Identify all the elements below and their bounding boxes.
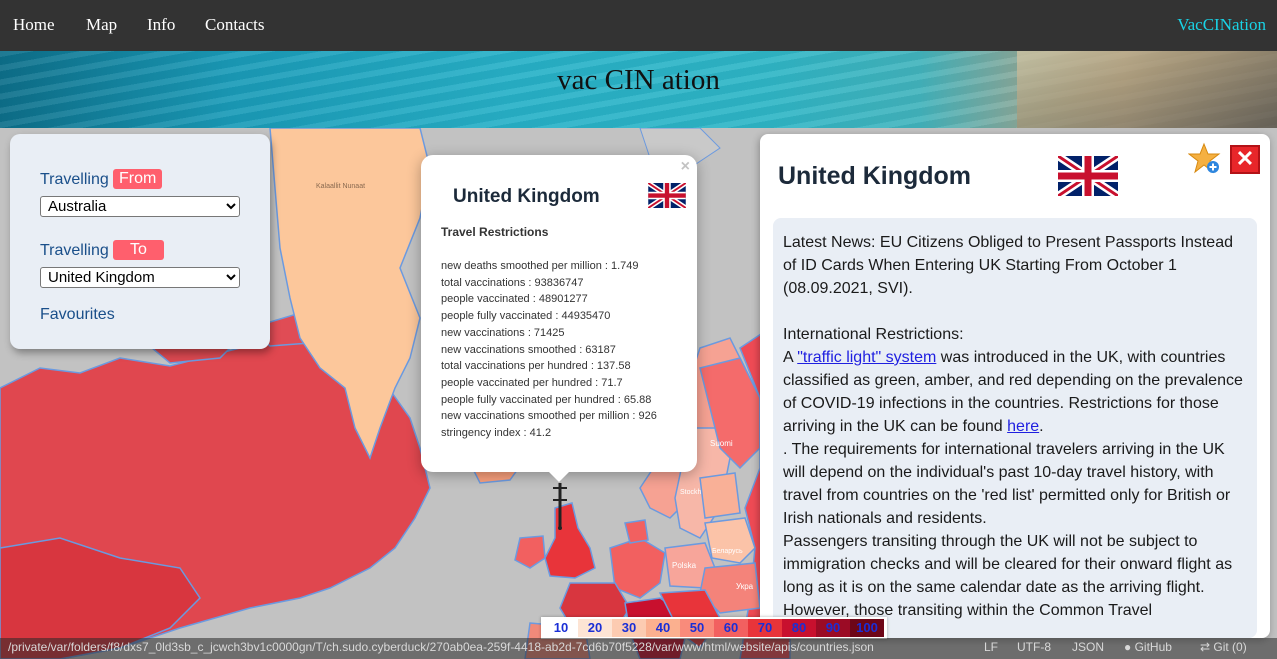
stat-item: total vaccinations per hundred : 137.58	[441, 360, 631, 373]
stat-item: people vaccinated : 48901277	[441, 293, 588, 306]
from-country-select[interactable]: Australia	[40, 196, 240, 217]
to-tag: To	[113, 240, 164, 260]
stat-item: new deaths smoothed per million : 1.749	[441, 260, 639, 272]
text-fragment: A	[783, 349, 798, 366]
country-detail-panel: United Kingdom ✕ Latest News: EU Citizen…	[760, 134, 1270, 638]
map-label-ukraine: Укра	[736, 582, 754, 591]
legend-item: 100	[850, 619, 884, 637]
uk-flag-icon	[1058, 156, 1118, 196]
restrictions-content: Latest News: EU Citizens Obliged to Pres…	[773, 218, 1257, 638]
map-label-greenland-1: Kalaallit Nunaat	[316, 183, 365, 190]
stat-item: new vaccinations smoothed per million : …	[441, 410, 657, 423]
country-uk[interactable]	[544, 502, 596, 579]
spacer	[783, 300, 1247, 323]
from-tag: From	[113, 169, 163, 189]
language-mode[interactable]: JSON	[1072, 640, 1105, 654]
stat-item: new vaccinations : 71425	[441, 326, 565, 339]
map-label-stockholm: Stockholm	[680, 489, 713, 496]
popup-stats-list: new deaths smoothed per million : 1.749 …	[441, 258, 657, 442]
editor-status-bar: /private/var/folders/f8/dxs7_0ld3sb_c_jc…	[0, 638, 1277, 659]
intl-heading: International Restrictions:	[783, 326, 964, 343]
close-panel-button[interactable]: ✕	[1230, 145, 1260, 174]
country-denmark[interactable]	[624, 519, 649, 544]
detail-country-name: United Kingdom	[778, 162, 972, 190]
country-ireland[interactable]	[514, 535, 546, 569]
to-country-select[interactable]: United Kingdom	[40, 267, 240, 288]
country-popup: × United Kingdom Travel Restrictions new…	[421, 155, 697, 482]
favourites-link[interactable]: Favourites	[40, 306, 115, 323]
stat-item: people fully vaccinated per hundred : 65…	[441, 393, 652, 406]
legend-item: 80	[782, 619, 816, 637]
country-usa-north[interactable]	[0, 537, 201, 659]
requirements-paragraph: . The requirements for international tra…	[783, 441, 1231, 527]
beach-image	[1017, 51, 1277, 128]
nav-info[interactable]: Info	[147, 15, 176, 34]
here-link[interactable]: here	[1007, 418, 1040, 435]
transit-paragraph: Passengers transiting through the UK wil…	[783, 533, 1233, 619]
file-path: /private/var/folders/f8/dxs7_0ld3sb_c_jc…	[8, 640, 874, 654]
legend-item: 90	[816, 619, 850, 637]
legend-item: 10	[544, 619, 578, 637]
country-ukraine[interactable]	[699, 562, 761, 614]
stat-item: people fully vaccinated : 44935470	[441, 310, 611, 323]
nav-contacts[interactable]: Contacts	[205, 15, 265, 34]
popup-subtitle: Travel Restrictions	[441, 225, 549, 239]
legend-item: 50	[680, 619, 714, 637]
text-fragment: was introduced in the UK, with countries…	[783, 349, 1243, 435]
legend-item: 30	[612, 619, 646, 637]
git-label: Git (0)	[1213, 640, 1247, 654]
legend-item: 60	[714, 619, 748, 637]
color-legend: 10 20 30 40 50 60 70 80 90 100	[541, 617, 887, 639]
nav-home[interactable]: Home	[13, 15, 55, 34]
country-finland[interactable]	[699, 357, 761, 470]
country-belarus[interactable]	[704, 517, 756, 564]
country-baltics[interactable]	[699, 472, 741, 519]
map-label-belarus: Беларусь	[712, 548, 743, 555]
header-banner: vac CIN ation	[0, 51, 1277, 128]
text-fragment: .	[1039, 418, 1044, 435]
traffic-light-link[interactable]: "traffic light" system	[797, 349, 937, 366]
map-label-suomi: Suomi	[710, 439, 733, 448]
git-status[interactable]: ⇄ Git (0)	[1200, 640, 1247, 654]
intl-paragraph: A "traffic light" system was introduced …	[783, 346, 1247, 438]
nav-map[interactable]: Map	[86, 15, 118, 34]
stat-item: total vaccinations : 93836747	[441, 276, 584, 289]
from-label: Travelling	[40, 171, 109, 188]
github-label: GitHub	[1134, 640, 1172, 654]
uk-flag-icon	[648, 183, 686, 208]
latest-news: Latest News: EU Citizens Obliged to Pres…	[783, 234, 1233, 297]
brand-logo[interactable]: VacCINation	[1177, 15, 1266, 34]
location-marker-icon[interactable]	[553, 483, 567, 530]
legend-item: 40	[646, 619, 680, 637]
stat-item: new vaccinations smoothed : 63187	[441, 343, 616, 356]
map-label-polska: Polska	[672, 561, 697, 570]
encoding[interactable]: UTF-8	[1017, 640, 1051, 654]
legend-item: 20	[578, 619, 612, 637]
to-label: Travelling	[40, 242, 109, 259]
legend-item: 70	[748, 619, 782, 637]
stat-item: stringency index : 41.2	[441, 427, 552, 440]
add-favourite-star-icon[interactable]	[1188, 142, 1222, 176]
travel-search-panel: Travelling From Australia Travelling To …	[10, 134, 270, 349]
page-title: vac CIN ation	[557, 64, 720, 96]
popup-country-name: United Kingdom	[453, 186, 600, 207]
top-nav: Home Map Info Contacts VacCINation	[0, 0, 1277, 51]
stat-item: people vaccinated per hundred : 71.7	[441, 376, 623, 389]
popup-close-button[interactable]: ×	[680, 158, 690, 175]
github-status[interactable]: ● GitHub	[1124, 640, 1172, 654]
line-ending[interactable]: LF	[984, 640, 999, 654]
